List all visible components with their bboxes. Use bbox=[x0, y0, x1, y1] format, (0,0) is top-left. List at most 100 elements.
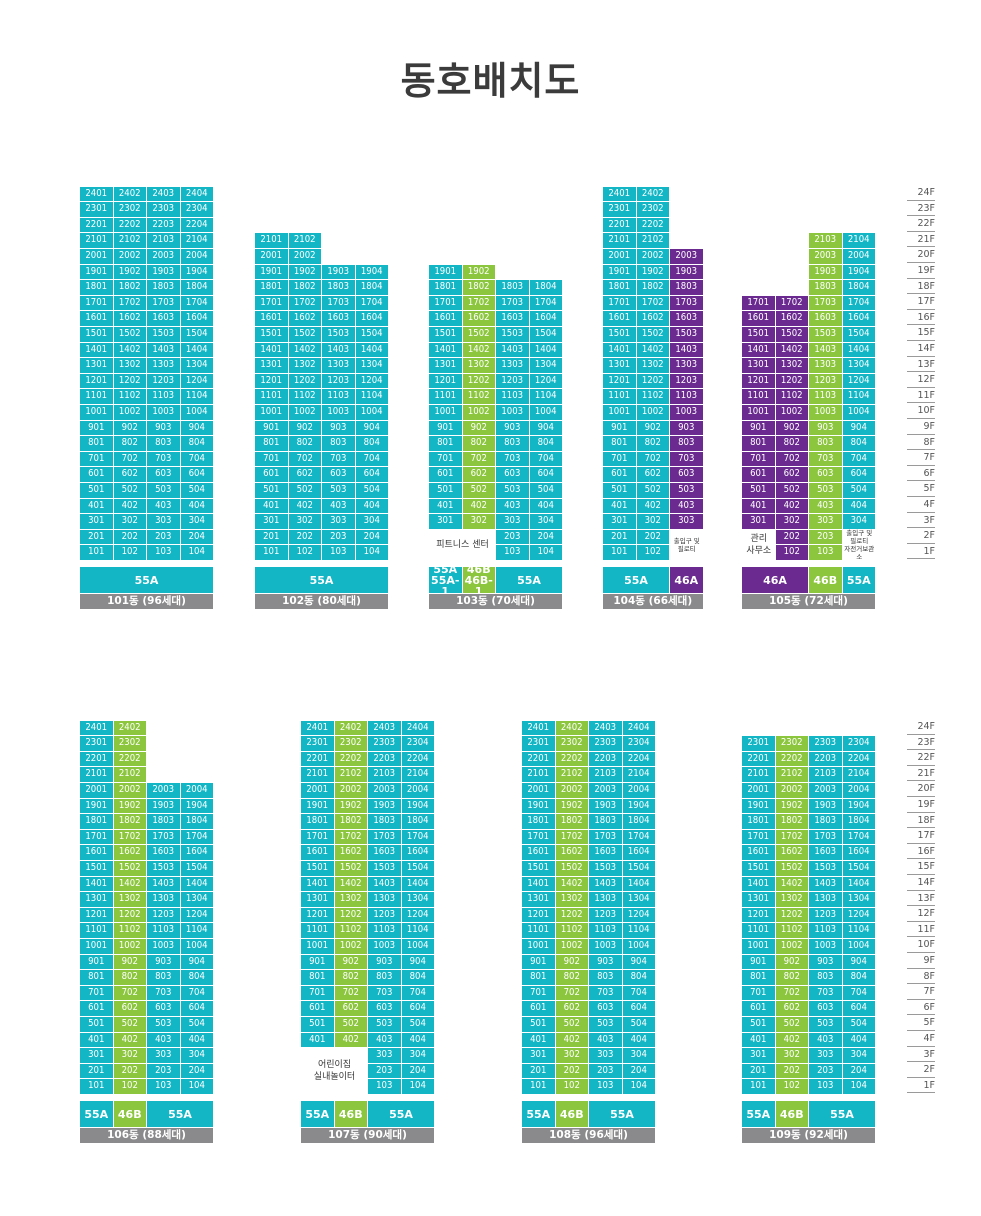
unit-cell[interactable]: 1503 bbox=[322, 327, 355, 342]
unit-cell[interactable]: 2201 bbox=[80, 217, 113, 233]
unit-cell[interactable]: 901 bbox=[429, 420, 462, 436]
unit-cell[interactable]: 901 bbox=[255, 420, 288, 436]
unit-cell[interactable]: 401 bbox=[429, 498, 462, 514]
unit-cell[interactable]: 502 bbox=[555, 1017, 588, 1032]
unit-cell[interactable]: 104 bbox=[622, 1079, 655, 1094]
unit-cell[interactable]: 1704 bbox=[180, 295, 213, 311]
unit-cell[interactable]: 2302 bbox=[636, 202, 669, 217]
unit-cell[interactable]: 1704 bbox=[842, 829, 875, 845]
unit-cell[interactable]: 701 bbox=[742, 451, 775, 467]
unit-cell[interactable]: 903 bbox=[670, 420, 703, 436]
unit-cell[interactable]: 2104 bbox=[180, 233, 213, 248]
unit-cell[interactable]: 501 bbox=[429, 483, 462, 498]
unit-cell[interactable]: 802 bbox=[113, 436, 146, 451]
unit-cell[interactable]: 1304 bbox=[401, 892, 434, 907]
unit-cell[interactable]: 204 bbox=[622, 1063, 655, 1079]
unit-cell[interactable]: 904 bbox=[842, 420, 875, 436]
unit-cell[interactable]: 1302 bbox=[775, 358, 808, 373]
unit-cell[interactable]: 802 bbox=[113, 970, 146, 985]
unit-cell[interactable]: 702 bbox=[334, 985, 367, 1001]
unit-cell[interactable]: 1201 bbox=[255, 373, 288, 389]
unit-cell[interactable]: 703 bbox=[670, 451, 703, 467]
unit-cell[interactable]: 403 bbox=[322, 498, 355, 514]
unit-cell[interactable]: 603 bbox=[147, 467, 180, 482]
unit-cell[interactable]: 2204 bbox=[842, 751, 875, 767]
unit-cell[interactable]: 1503 bbox=[589, 861, 622, 876]
unit-cell[interactable]: 803 bbox=[496, 436, 529, 451]
unit-cell[interactable]: 902 bbox=[636, 420, 669, 436]
unit-cell[interactable]: 1303 bbox=[809, 892, 842, 907]
unit-cell[interactable]: 1204 bbox=[180, 373, 213, 389]
unit-cell[interactable]: 602 bbox=[555, 1001, 588, 1016]
unit-cell[interactable]: 1801 bbox=[429, 280, 462, 295]
unit-cell[interactable]: 1301 bbox=[522, 892, 555, 907]
unit-cell[interactable]: 401 bbox=[742, 1032, 775, 1048]
unit-cell[interactable]: 1201 bbox=[603, 373, 636, 389]
unit-cell[interactable]: 1401 bbox=[522, 876, 555, 892]
unit-cell[interactable]: 301 bbox=[255, 514, 288, 529]
unit-cell[interactable]: 2002 bbox=[775, 783, 808, 798]
unit-cell[interactable]: 1502 bbox=[555, 861, 588, 876]
unit-cell[interactable]: 102 bbox=[775, 1079, 808, 1094]
unit-cell[interactable]: 903 bbox=[147, 420, 180, 436]
unit-cell[interactable]: 702 bbox=[775, 451, 808, 467]
unit-cell[interactable]: 1102 bbox=[775, 923, 808, 938]
unit-cell[interactable]: 304 bbox=[180, 514, 213, 529]
unit-cell[interactable]: 501 bbox=[301, 1017, 334, 1032]
unit-cell[interactable]: 104 bbox=[180, 545, 213, 560]
unit-cell[interactable]: 1701 bbox=[80, 829, 113, 845]
unit-cell[interactable]: 1502 bbox=[775, 861, 808, 876]
unit-cell[interactable]: 604 bbox=[355, 467, 388, 482]
unit-cell[interactable]: 202 bbox=[113, 529, 146, 545]
unit-cell[interactable]: 2003 bbox=[670, 249, 703, 264]
unit-cell[interactable]: 1101 bbox=[255, 389, 288, 404]
unit-cell[interactable]: 1002 bbox=[113, 405, 146, 420]
unit-cell[interactable]: 1502 bbox=[113, 327, 146, 342]
unit-cell[interactable]: 2303 bbox=[147, 202, 180, 217]
unit-cell[interactable]: 102 bbox=[775, 545, 808, 560]
unit-cell[interactable]: 1303 bbox=[589, 892, 622, 907]
unit-cell[interactable]: 1204 bbox=[180, 907, 213, 923]
unit-cell[interactable]: 1102 bbox=[113, 923, 146, 938]
unit-cell[interactable]: 2101 bbox=[522, 767, 555, 782]
unit-cell[interactable]: 1904 bbox=[842, 264, 875, 280]
unit-cell[interactable]: 1902 bbox=[288, 264, 321, 280]
unit-cell[interactable]: 1402 bbox=[113, 342, 146, 358]
unit-cell[interactable]: 2104 bbox=[842, 233, 875, 248]
unit-cell[interactable]: 1703 bbox=[589, 829, 622, 845]
unit-cell[interactable]: 904 bbox=[180, 420, 213, 436]
unit-cell[interactable]: 2102 bbox=[288, 233, 321, 248]
unit-cell[interactable]: 1701 bbox=[522, 829, 555, 845]
unit-cell[interactable]: 604 bbox=[622, 1001, 655, 1016]
unit-cell[interactable]: 2401 bbox=[603, 186, 636, 202]
unit-cell[interactable]: 1702 bbox=[288, 295, 321, 311]
unit-cell[interactable]: 704 bbox=[180, 451, 213, 467]
unit-cell[interactable]: 404 bbox=[355, 498, 388, 514]
unit-cell[interactable]: 1104 bbox=[180, 923, 213, 938]
unit-cell[interactable]: 301 bbox=[522, 1048, 555, 1063]
unit-cell[interactable]: 701 bbox=[522, 985, 555, 1001]
unit-cell[interactable]: 2102 bbox=[775, 767, 808, 782]
unit-cell[interactable]: 1801 bbox=[80, 280, 113, 295]
unit-cell[interactable]: 2204 bbox=[401, 751, 434, 767]
unit-cell[interactable]: 1702 bbox=[113, 295, 146, 311]
unit-cell[interactable]: 1101 bbox=[522, 923, 555, 938]
unit-cell[interactable]: 1803 bbox=[809, 814, 842, 829]
unit-cell[interactable]: 1602 bbox=[334, 845, 367, 860]
unit-cell[interactable]: 1703 bbox=[809, 829, 842, 845]
unit-cell[interactable]: 1203 bbox=[147, 373, 180, 389]
unit-cell[interactable]: 2004 bbox=[842, 249, 875, 264]
unit-cell[interactable]: 1701 bbox=[255, 295, 288, 311]
unit-cell[interactable]: 1502 bbox=[636, 327, 669, 342]
unit-cell[interactable]: 1003 bbox=[809, 939, 842, 954]
unit-cell[interactable]: 502 bbox=[462, 483, 495, 498]
unit-cell[interactable]: 1202 bbox=[775, 907, 808, 923]
unit-cell[interactable]: 2202 bbox=[113, 217, 146, 233]
unit-cell[interactable]: 1903 bbox=[368, 798, 401, 814]
unit-cell[interactable]: 1903 bbox=[322, 264, 355, 280]
unit-cell[interactable]: 1601 bbox=[522, 845, 555, 860]
unit-cell[interactable]: 402 bbox=[775, 1032, 808, 1048]
unit-cell[interactable]: 602 bbox=[113, 1001, 146, 1016]
unit-cell[interactable]: 403 bbox=[589, 1032, 622, 1048]
unit-cell[interactable]: 1803 bbox=[147, 814, 180, 829]
